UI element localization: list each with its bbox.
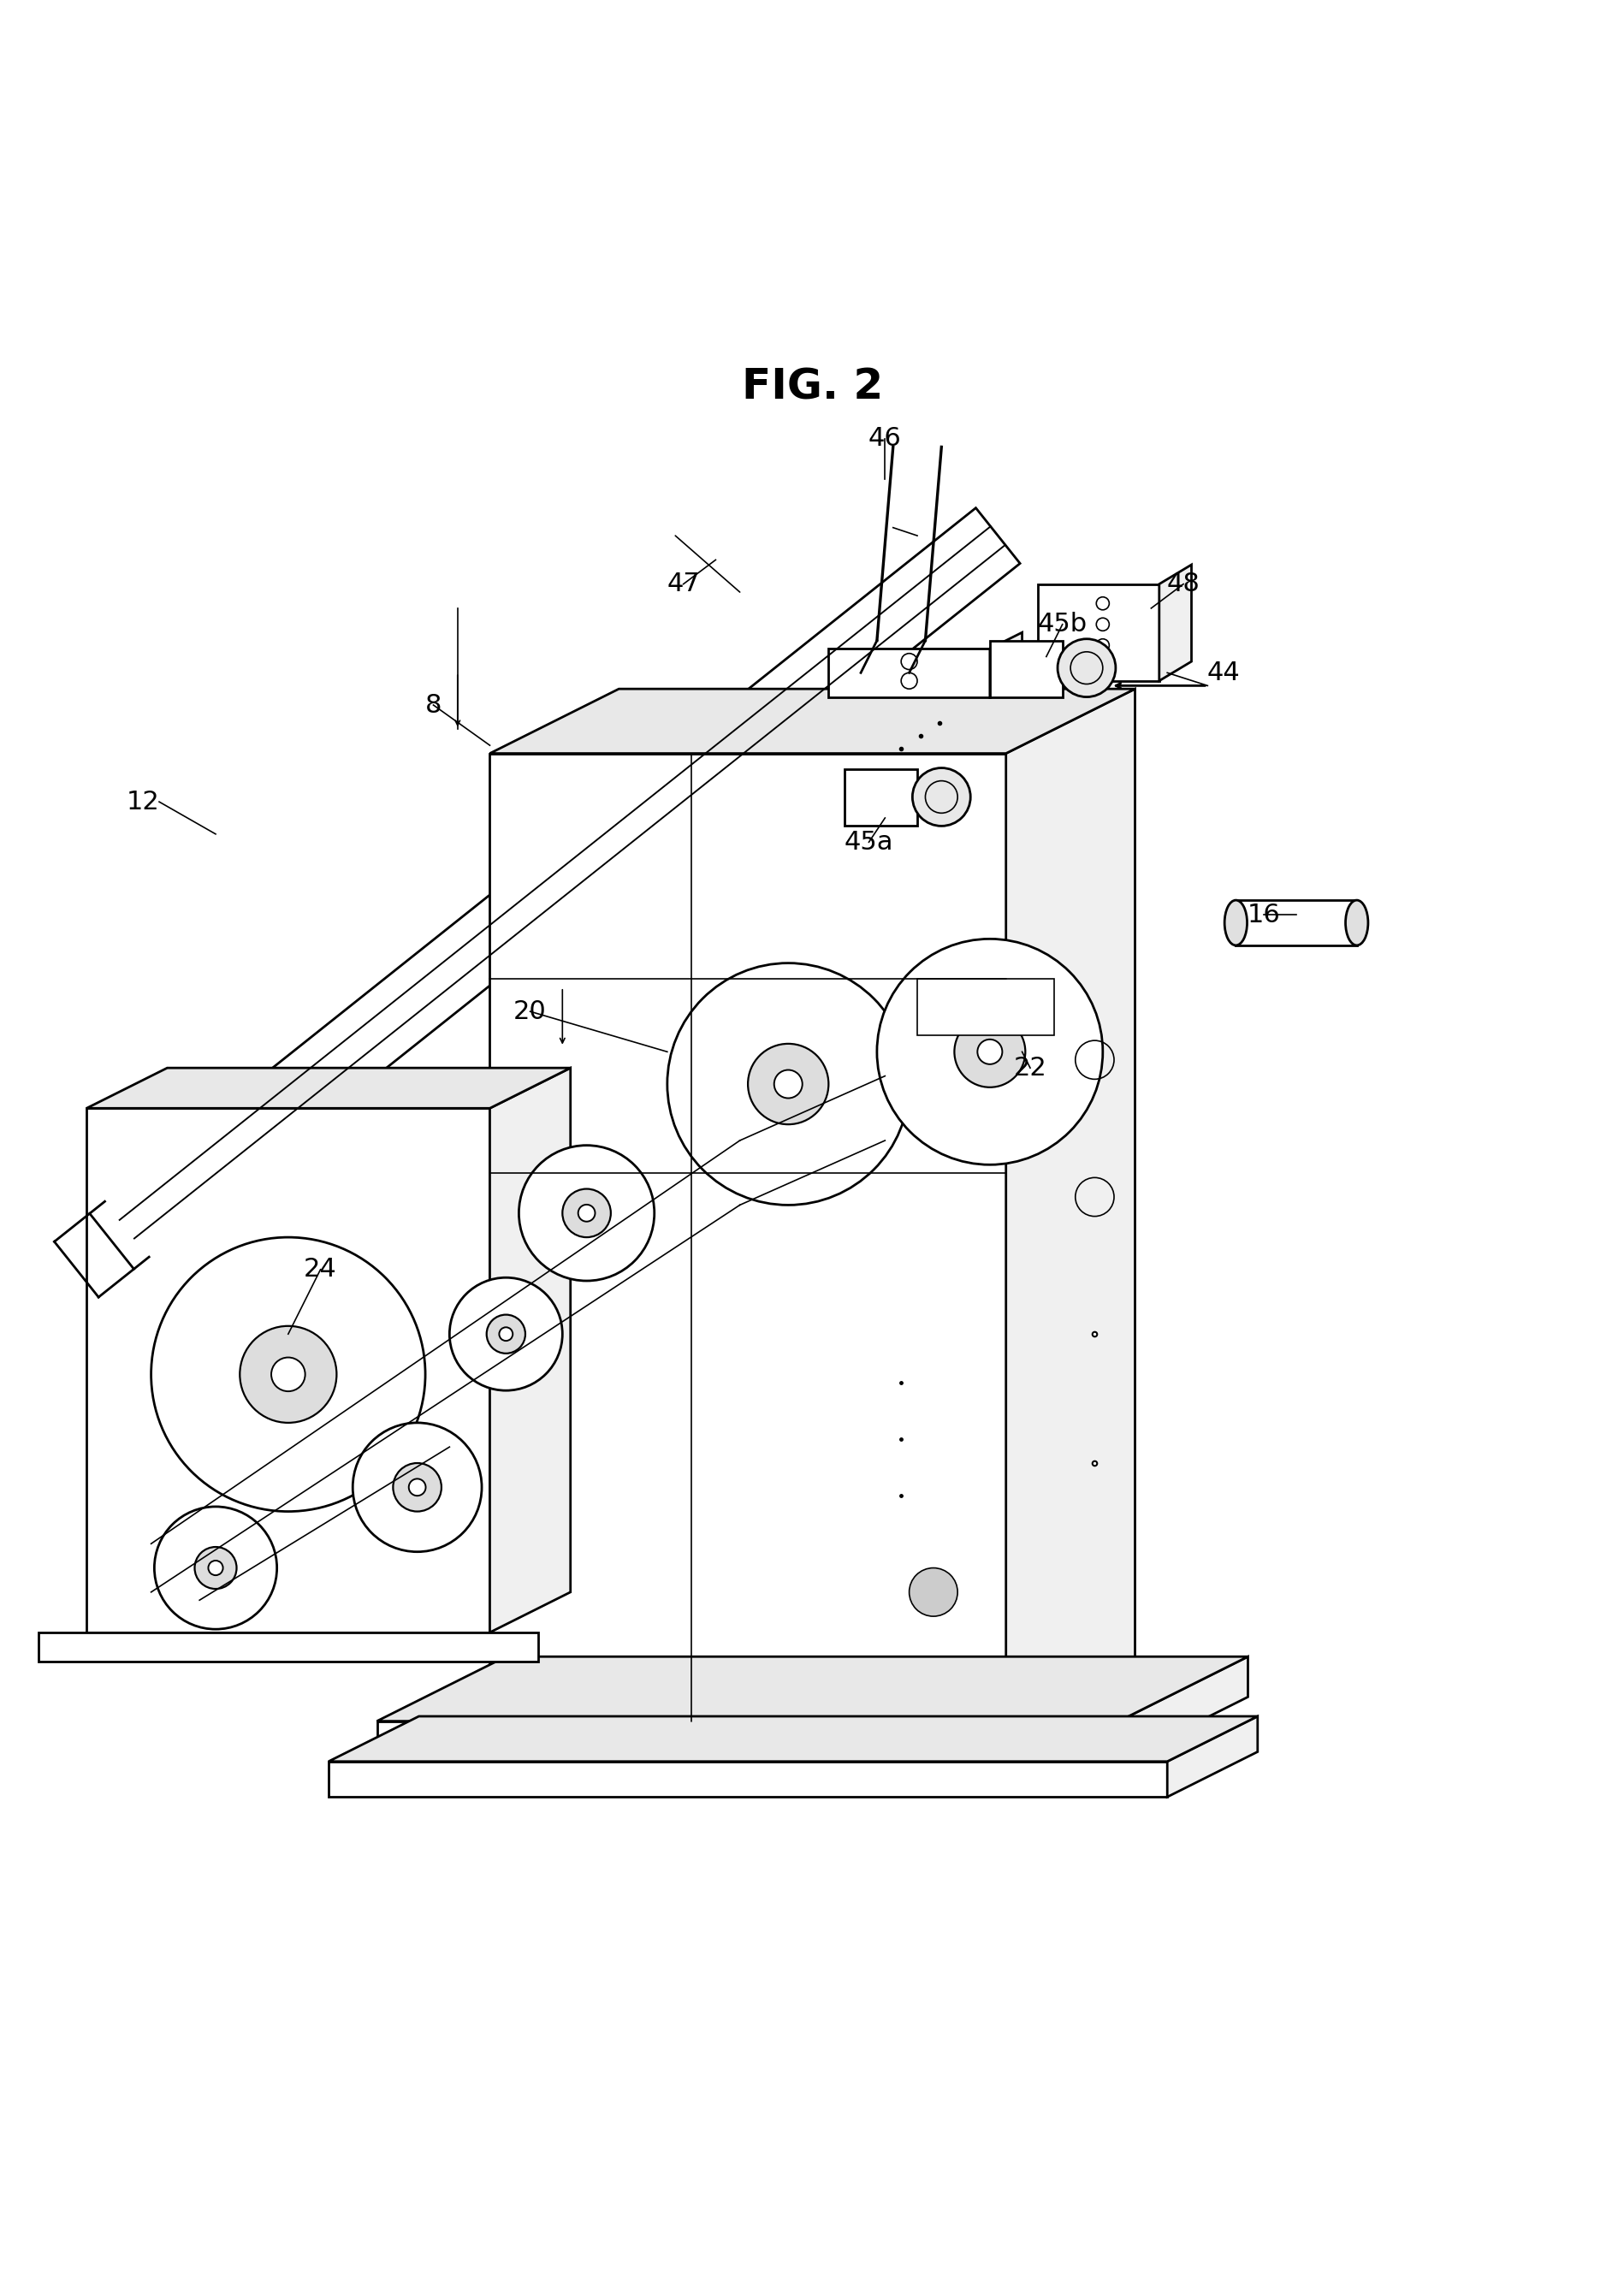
Polygon shape xyxy=(1236,901,1356,944)
Circle shape xyxy=(978,1040,1002,1065)
Circle shape xyxy=(151,1236,425,1512)
Ellipse shape xyxy=(1345,901,1367,944)
Circle shape xyxy=(393,1462,442,1512)
Polygon shape xyxy=(489,1068,570,1633)
Polygon shape xyxy=(328,1715,1257,1761)
Circle shape xyxy=(909,1567,957,1617)
Polygon shape xyxy=(1005,689,1135,1722)
Circle shape xyxy=(240,1325,336,1423)
Polygon shape xyxy=(328,1761,1166,1797)
Polygon shape xyxy=(1038,584,1158,680)
Circle shape xyxy=(877,940,1103,1166)
Polygon shape xyxy=(844,769,918,826)
Circle shape xyxy=(409,1478,425,1496)
Circle shape xyxy=(913,769,970,826)
Polygon shape xyxy=(1119,1656,1247,1761)
Polygon shape xyxy=(989,632,1021,698)
Circle shape xyxy=(486,1314,525,1353)
Polygon shape xyxy=(1158,566,1190,680)
Circle shape xyxy=(578,1204,594,1223)
Circle shape xyxy=(271,1357,305,1391)
Text: 45b: 45b xyxy=(1038,611,1086,636)
Text: 47: 47 xyxy=(666,573,700,595)
Circle shape xyxy=(352,1423,481,1551)
Text: 8: 8 xyxy=(425,693,442,719)
Text: 16: 16 xyxy=(1247,903,1280,926)
Circle shape xyxy=(773,1070,802,1097)
Polygon shape xyxy=(106,509,1020,1257)
Text: 46: 46 xyxy=(867,427,901,452)
Text: FIG. 2: FIG. 2 xyxy=(741,367,883,408)
Circle shape xyxy=(208,1560,222,1576)
Text: 22: 22 xyxy=(1013,1056,1046,1081)
Text: 48: 48 xyxy=(1166,573,1200,595)
Text: 12: 12 xyxy=(127,789,159,814)
Circle shape xyxy=(562,1188,611,1236)
Polygon shape xyxy=(377,1656,1247,1722)
Polygon shape xyxy=(1166,1715,1257,1797)
Text: 24: 24 xyxy=(304,1257,336,1282)
Polygon shape xyxy=(86,1109,489,1633)
Circle shape xyxy=(518,1145,654,1282)
Polygon shape xyxy=(828,648,989,698)
Circle shape xyxy=(195,1547,237,1590)
Circle shape xyxy=(499,1328,513,1341)
Polygon shape xyxy=(39,1633,538,1661)
Circle shape xyxy=(1057,639,1116,698)
Ellipse shape xyxy=(1224,901,1247,944)
Text: 20: 20 xyxy=(513,999,546,1024)
Polygon shape xyxy=(989,641,1062,698)
Polygon shape xyxy=(489,753,1005,1722)
Circle shape xyxy=(953,1017,1025,1088)
Polygon shape xyxy=(86,1068,570,1109)
Circle shape xyxy=(667,963,909,1204)
Circle shape xyxy=(154,1508,276,1629)
Text: 44: 44 xyxy=(1207,661,1239,684)
Polygon shape xyxy=(489,689,1135,753)
Circle shape xyxy=(747,1045,828,1125)
Circle shape xyxy=(450,1277,562,1391)
Polygon shape xyxy=(377,1722,1119,1761)
Polygon shape xyxy=(918,979,1054,1036)
Text: 45a: 45a xyxy=(844,830,893,855)
